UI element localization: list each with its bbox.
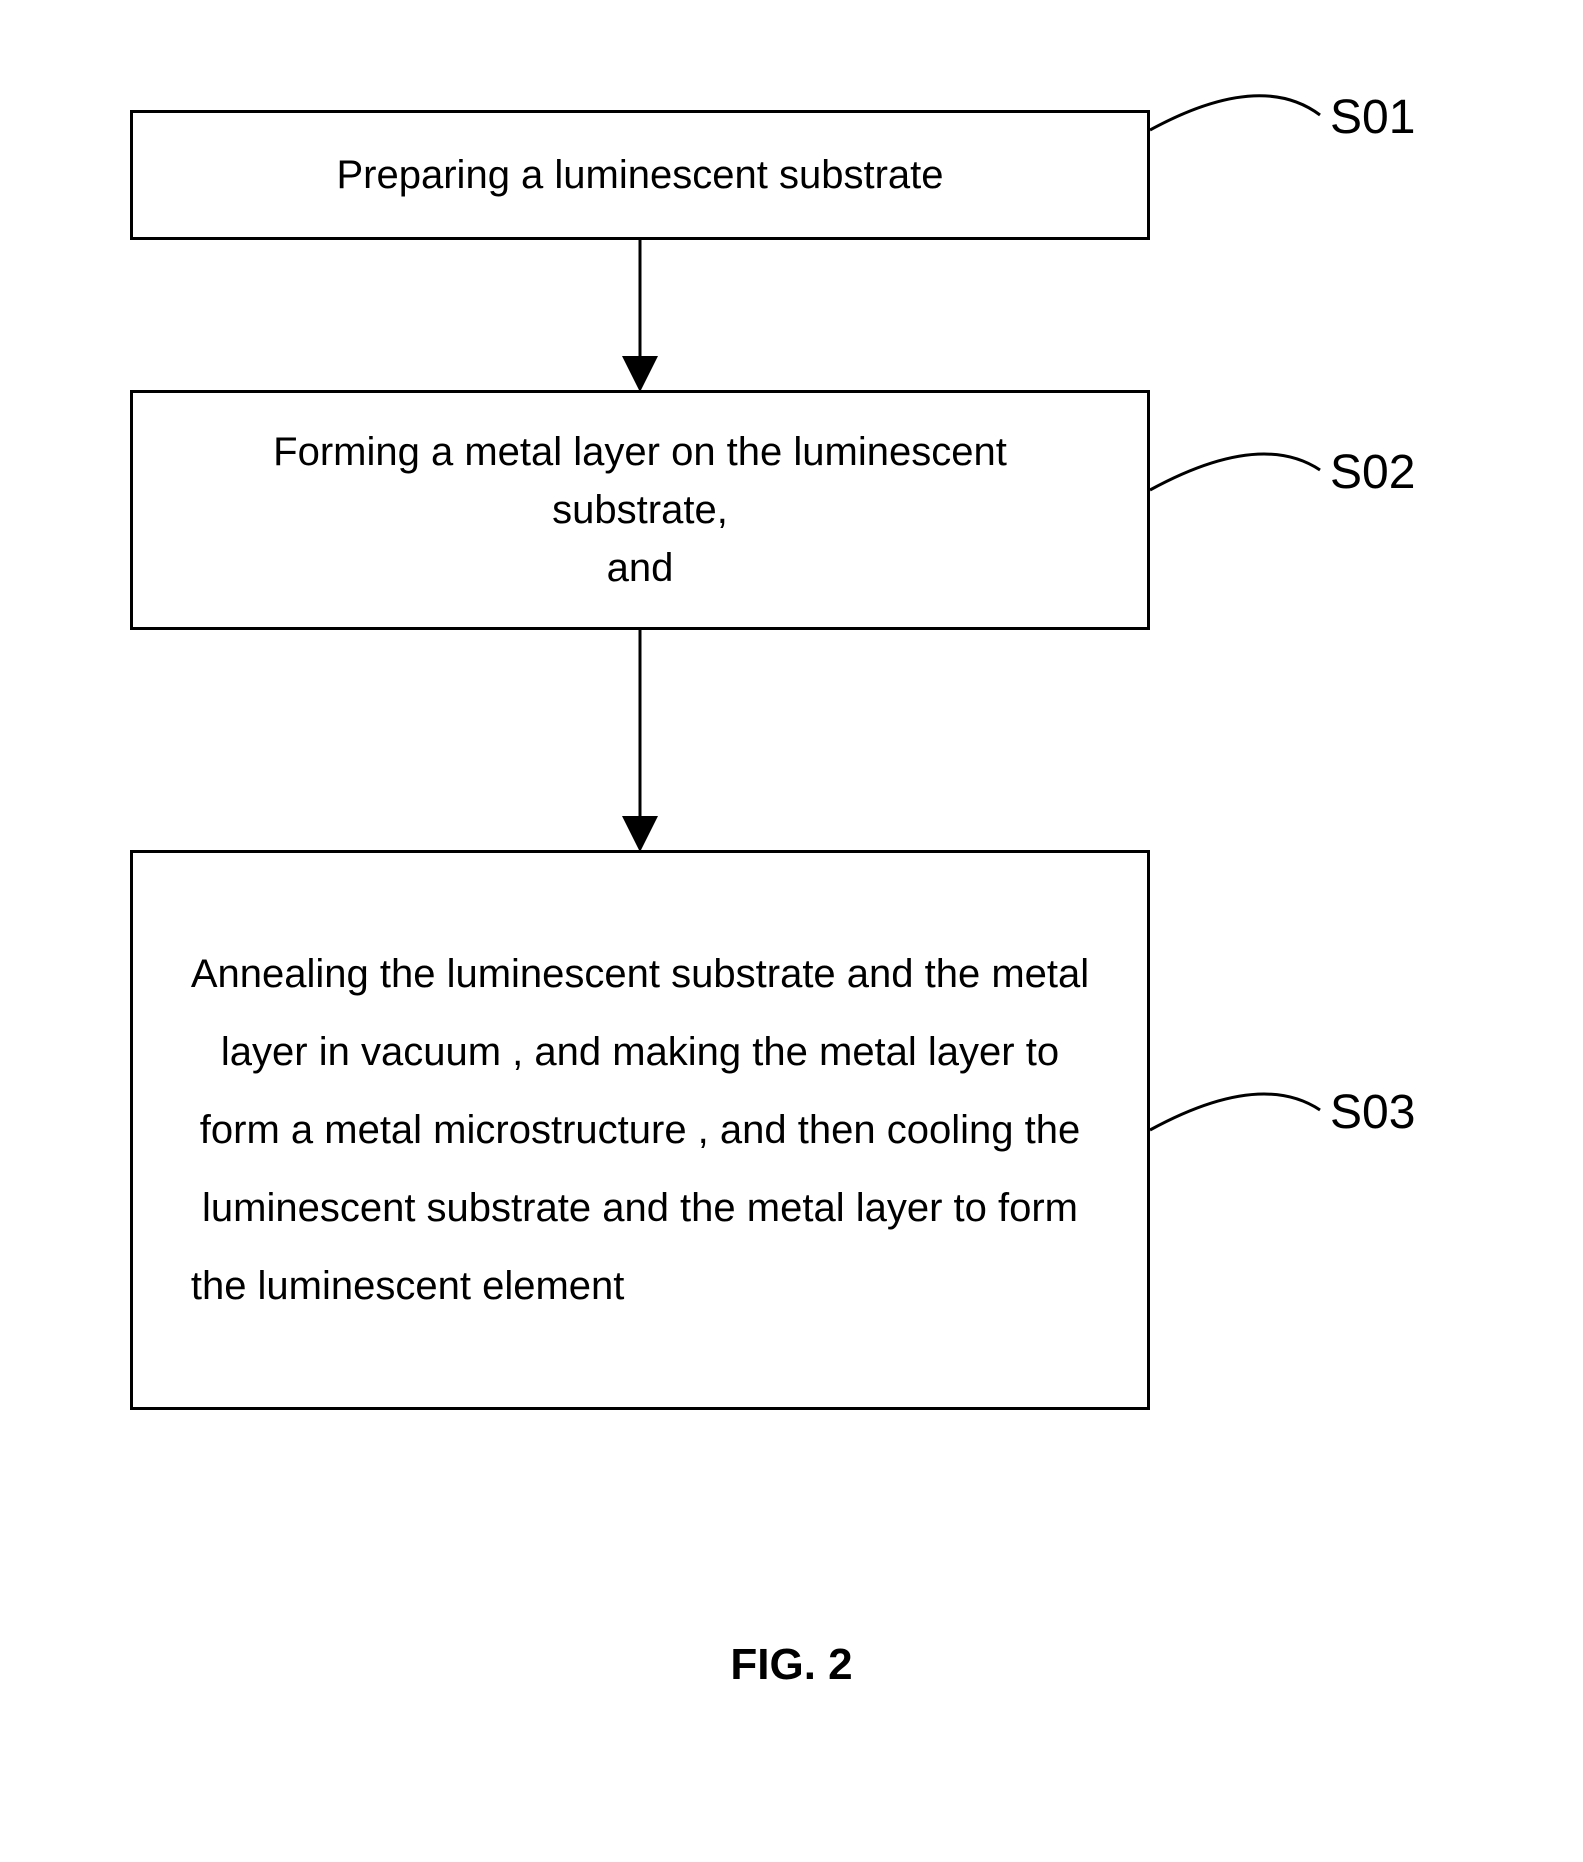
step-label-s01: S01	[1330, 90, 1415, 145]
arrow-s01-s02	[0, 0, 1583, 1862]
step-label-s03: S03	[1330, 1085, 1415, 1140]
step-label-s02: S02	[1330, 445, 1415, 500]
figure-caption: FIG. 2	[0, 1640, 1583, 1690]
